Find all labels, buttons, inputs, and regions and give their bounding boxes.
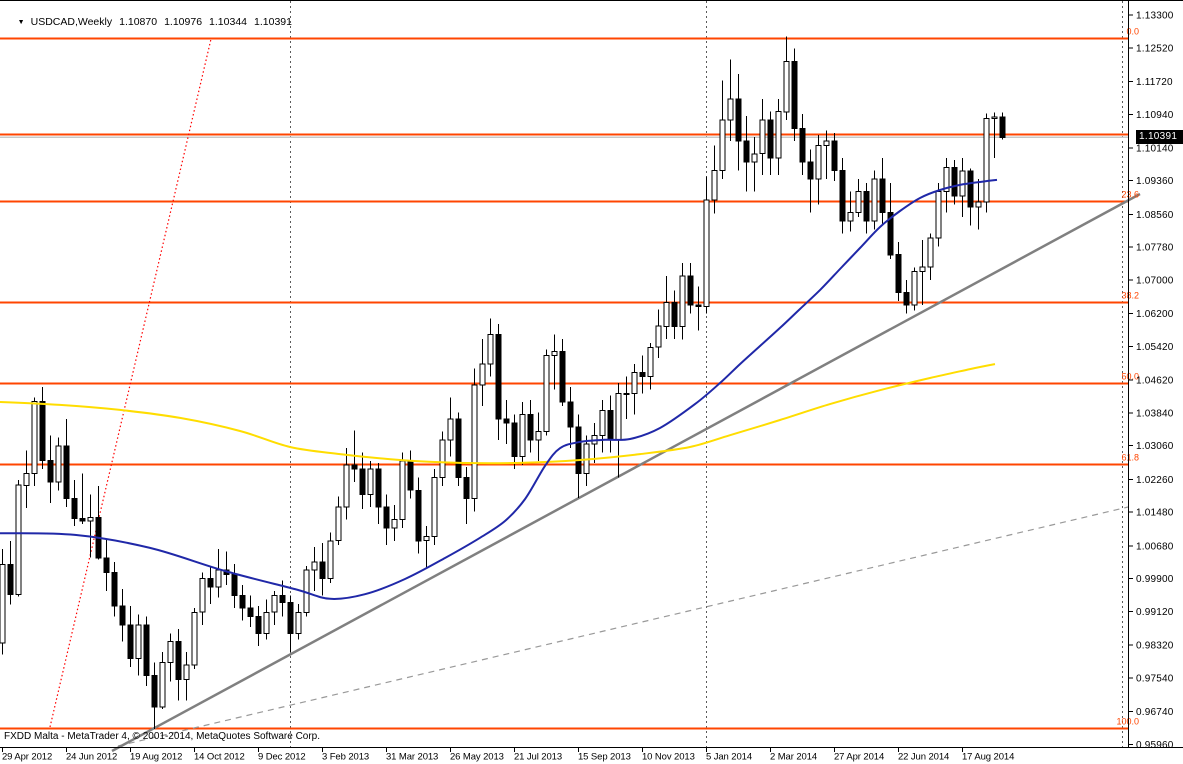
time-axis-label: 24 Jun 2012 <box>66 752 117 763</box>
fib-label: 23.6 <box>1121 189 1139 199</box>
time-axis-label: 31 Mar 2013 <box>386 752 438 763</box>
ma-fast-line <box>0 178 998 600</box>
copyright-text: FXDD Malta - MetaTrader 4, © 2001-2014, … <box>4 731 321 742</box>
ohlc-close: 1.10391 <box>254 16 292 28</box>
price-axis-label: 0.99120 <box>1136 607 1174 618</box>
price-axis-label: 0.98320 <box>1136 641 1174 652</box>
fib-label: 0.0 <box>1126 27 1139 37</box>
price-axis-label: 1.04620 <box>1136 376 1174 387</box>
trendline-solid[interactable] <box>111 192 1141 753</box>
time-axis-label: 2 Mar 2014 <box>770 752 817 763</box>
ohlc-open: 1.10870 <box>119 16 158 28</box>
fib-label: 50.0 <box>1121 371 1139 381</box>
time-axis-label: 26 May 2013 <box>450 752 504 763</box>
time-axis-label: 10 Nov 2013 <box>642 752 695 763</box>
time-axis-label: 27 Apr 2014 <box>834 752 884 763</box>
price-axis-label: 0.96740 <box>1136 707 1174 718</box>
time-axis: 29 Apr 2012 24 Jun 2012 19 Aug 2012 14 Oct … <box>0 747 1183 763</box>
time-axis-label: 3 Feb 2013 <box>322 752 369 763</box>
symbol-timeframe-label: USDCAD,Weekly <box>30 16 113 28</box>
fibonacci-labels: 0.0 23.6 38.2 50.0 61.8 100.0 <box>1116 27 1139 727</box>
price-axis-label: 1.07780 <box>1136 243 1174 254</box>
fibonacci-diagonal-line[interactable] <box>49 38 212 728</box>
fib-label: 38.2 <box>1121 290 1139 300</box>
price-axis-label: 1.10940 <box>1136 110 1174 121</box>
chart-title: ▼ USDCAD,Weekly 1.10870 1.10976 1.10344 1.103… <box>6 4 292 40</box>
price-axis-label: 1.10140 <box>1136 143 1174 154</box>
time-axis-label: 21 Jul 2013 <box>514 752 562 763</box>
price-axis-label: 1.09360 <box>1136 176 1174 187</box>
time-axis-label: 22 Jun 2014 <box>898 752 949 763</box>
ma-slow-line <box>0 363 996 465</box>
time-axis-label: 19 Aug 2012 <box>130 752 182 763</box>
price-axis-label: 1.06200 <box>1136 309 1174 320</box>
price-axis-label: 1.03840 <box>1136 408 1174 419</box>
price-axis-label: 1.02260 <box>1136 475 1174 486</box>
time-axis-label: 9 Dec 2012 <box>258 752 306 763</box>
price-axis-label: 1.12520 <box>1136 43 1174 54</box>
time-axis-label: 29 Apr 2012 <box>2 752 52 763</box>
ohlc-low: 1.10344 <box>209 16 248 28</box>
price-axis-label: 0.97540 <box>1136 673 1174 684</box>
trendline-dashed[interactable] <box>117 506 1129 747</box>
ohlc-high: 1.10976 <box>164 16 203 28</box>
symbol-dropdown-icon[interactable]: ▼ <box>17 19 25 26</box>
price-axis-label: 1.08560 <box>1136 210 1174 221</box>
candles <box>0 36 1006 729</box>
price-axis-label: 0.95960 <box>1136 740 1174 751</box>
price-axis-label: 1.03060 <box>1136 441 1174 452</box>
current-price-badge: 1.10391 <box>1136 130 1183 144</box>
price-axis-label: 1.00680 <box>1136 541 1174 552</box>
price-axis-label: 1.05420 <box>1136 342 1174 353</box>
fib-label: 100.0 <box>1116 716 1139 726</box>
price-axis-label: 1.13300 <box>1136 11 1174 22</box>
price-axis: 1.13300 1.12520 1.11720 1.10940 1.10140 1.093… <box>1128 1 1174 751</box>
current-price-value: 1.10391 <box>1139 131 1178 142</box>
fib-label: 61.8 <box>1121 453 1139 463</box>
price-axis-label: 1.11720 <box>1136 77 1173 88</box>
price-axis-label: 0.99900 <box>1136 574 1174 585</box>
price-axis-label: 1.01480 <box>1136 508 1174 519</box>
year-separator-lines <box>290 1 1123 747</box>
time-axis-label: 14 Oct 2012 <box>194 752 245 763</box>
price-axis-label: 1.07000 <box>1136 276 1174 287</box>
time-axis-label: 5 Jan 2014 <box>706 752 752 763</box>
time-axis-label: 15 Sep 2013 <box>578 752 631 763</box>
time-axis-label: 17 Aug 2014 <box>962 752 1014 763</box>
